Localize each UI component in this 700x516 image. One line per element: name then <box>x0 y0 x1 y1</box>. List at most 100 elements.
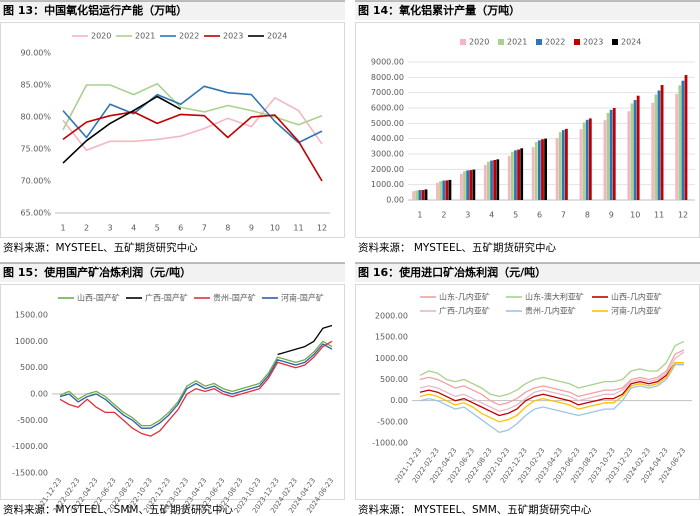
bar <box>510 151 514 200</box>
x-tick-label: 9 <box>609 211 614 220</box>
header-bar <box>0 1 345 20</box>
bar <box>537 140 541 200</box>
bar <box>627 111 631 200</box>
series-line <box>419 361 684 423</box>
series-line <box>59 340 333 427</box>
legend-label: 广西-国产矿 <box>145 293 188 303</box>
legend-label: 河南-几内亚矿 <box>611 306 662 316</box>
series-line <box>62 95 182 164</box>
bar <box>483 164 487 200</box>
bar <box>544 138 548 200</box>
x-tick-label: 2 <box>441 211 446 220</box>
y-tick-label: 500.00 <box>380 375 408 384</box>
x-tick-label: 10 <box>630 211 640 220</box>
y-tick-label: -1000.00 <box>12 442 48 451</box>
y-tick-label: 4000.00 <box>371 134 404 143</box>
series-line <box>419 340 685 398</box>
x-tick-label: 5 <box>155 224 160 233</box>
x-tick-label: 12 <box>678 211 688 220</box>
bar <box>460 173 463 200</box>
bar <box>678 85 682 200</box>
series-line <box>59 340 333 437</box>
source-note: 资料来源：MYSTEEL、SMM、五矿期货研究中心 <box>3 503 233 516</box>
series-line <box>277 324 333 356</box>
chart-frame <box>0 284 345 500</box>
header-bar <box>355 1 700 20</box>
bar <box>657 90 661 200</box>
bar <box>558 132 562 200</box>
bar <box>609 109 613 200</box>
legend-label: 2021 <box>507 38 527 47</box>
y-tick-label: 0.00 <box>30 390 48 399</box>
y-tick-label: 1500.00 <box>15 311 48 320</box>
bar <box>534 142 538 200</box>
bar <box>651 102 655 200</box>
series-line <box>419 364 684 434</box>
legend-swatch <box>574 39 580 45</box>
bar <box>463 171 466 200</box>
legend-label: 2020 <box>469 38 489 47</box>
x-tick-label: 12 <box>317 224 327 233</box>
x-tick-label: 2 <box>84 224 89 233</box>
x-tick-label: 6 <box>537 211 542 220</box>
y-tick-label: 9000.00 <box>371 58 404 67</box>
bar <box>439 181 443 200</box>
x-tick-label: 8 <box>585 211 590 220</box>
source-note: 资料来源：MYSTEEL、五矿期货研究中心 <box>3 241 198 254</box>
bar <box>541 139 544 200</box>
bar <box>675 93 679 200</box>
bar <box>424 189 428 200</box>
y-tick-label: 75.00% <box>20 145 51 154</box>
legend-swatch <box>460 39 466 45</box>
bar <box>585 119 589 200</box>
bar <box>684 75 688 200</box>
y-tick-label: 500.00 <box>20 363 48 372</box>
bar <box>466 170 470 200</box>
bar <box>561 130 565 200</box>
legend-label: 2020 <box>91 32 111 41</box>
bar <box>445 180 449 200</box>
legend-swatch <box>536 39 542 45</box>
series-line <box>62 82 323 131</box>
bar <box>579 129 583 200</box>
legend-label: 河南-国产矿 <box>281 293 324 303</box>
y-tick-label: -500.00 <box>17 416 48 425</box>
bar <box>681 80 685 200</box>
y-tick-label: -500.00 <box>377 417 408 426</box>
x-tick-label: 7 <box>561 211 566 220</box>
bar <box>442 180 446 200</box>
bar <box>415 190 419 200</box>
bar <box>630 103 634 200</box>
header-bar <box>355 263 700 282</box>
bar <box>507 155 511 200</box>
bar <box>421 190 425 200</box>
y-tick-label: 90.00% <box>20 49 51 58</box>
bar <box>514 150 517 200</box>
bar <box>496 159 500 200</box>
y-tick-label: 0.00 <box>390 396 408 405</box>
header-bar <box>0 263 345 282</box>
series-line <box>62 97 323 152</box>
y-tick-label: 1000.00 <box>15 337 48 346</box>
x-tick-label: 8 <box>225 224 230 233</box>
series-line <box>419 349 685 406</box>
legend-label: 2024 <box>621 38 641 47</box>
legend-label: 2022 <box>179 32 199 41</box>
legend-label: 2023 <box>583 38 603 47</box>
bar <box>412 191 415 200</box>
bar <box>418 190 422 200</box>
series-line <box>419 351 685 412</box>
y-tick-label: 1000.00 <box>371 180 404 189</box>
bar <box>555 138 559 200</box>
bar <box>469 170 473 200</box>
bar <box>582 122 586 200</box>
y-tick-label: -1000.00 <box>372 439 408 448</box>
y-tick-label: 3000.00 <box>371 150 404 159</box>
x-tick-label: 11 <box>293 224 303 233</box>
bar <box>606 112 610 200</box>
y-tick-label: 65.00% <box>20 209 51 218</box>
legend-label: 2022 <box>545 38 565 47</box>
figure-title: 图 15：使用国产矿冶炼利润（元/吨） <box>3 265 191 279</box>
bar <box>660 85 664 200</box>
y-tick-label: 8000.00 <box>371 73 404 82</box>
